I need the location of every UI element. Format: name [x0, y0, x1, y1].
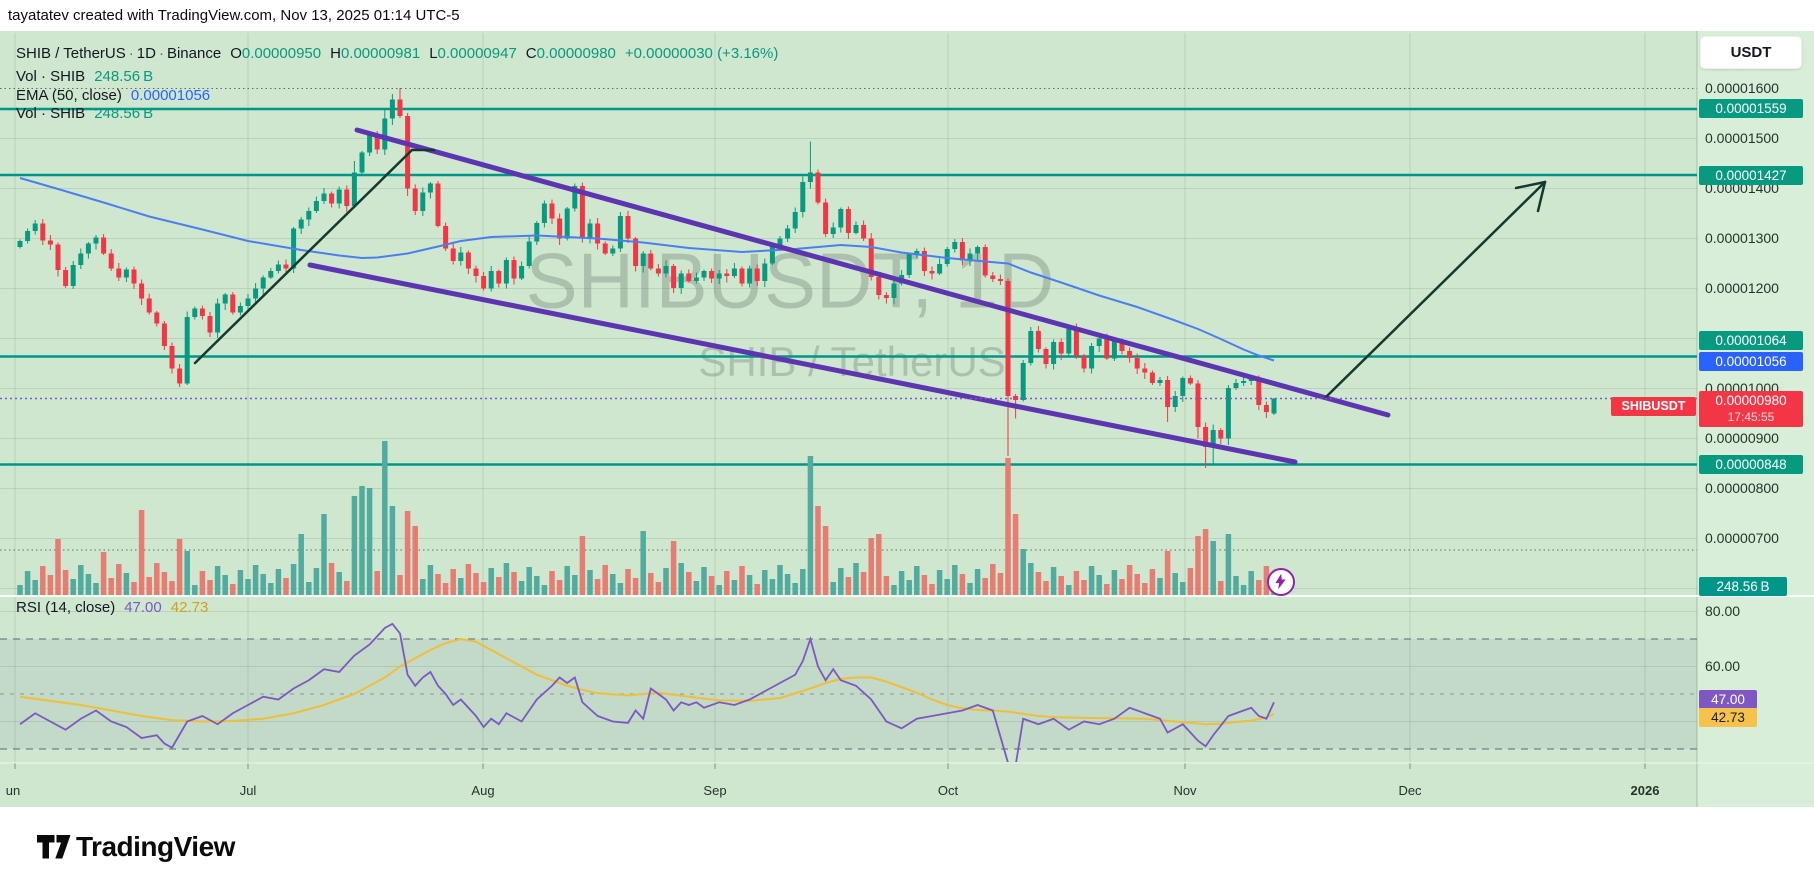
footer: TradingView [0, 807, 1814, 883]
price-scale-badge: 0.00001427 [1699, 165, 1803, 185]
legend-ema-row[interactable]: EMA (50, close) 0.00001056 [16, 87, 210, 104]
tradingview-logo-icon[interactable] [36, 829, 72, 863]
chart-area[interactable]: SHIBUSDT, 1D SHIB / TetherUS SHIB / Teth… [0, 31, 1814, 807]
time-axis-label: Dec [1398, 783, 1422, 798]
rsi-band [0, 638, 1697, 750]
price-scale-badge: 0.00000848 [1699, 455, 1803, 474]
legend-rsi-row[interactable]: RSI (14, close) 47.00 42.73 [16, 599, 208, 616]
time-axis-label: Sep [703, 783, 727, 798]
volume2-indicator-label: Vol · SHIB [16, 105, 86, 122]
price-scale-label: 0.00001500 [1705, 129, 1779, 146]
time-axis-label: Aug [471, 783, 495, 798]
ema-indicator-label: EMA (50, close) [16, 87, 122, 104]
channel-upper-line [354, 127, 1391, 418]
last-price-badge: 0.00000980 17:45:55 [1699, 391, 1803, 427]
price-scale-badge: 0.00001064 [1699, 330, 1803, 350]
price-scale-badge: 42.73 [1699, 707, 1757, 727]
time-axis-label: Oct [937, 783, 959, 798]
candle-bodies [17, 99, 1277, 447]
price-scale-badge: 0.00001559 [1699, 99, 1803, 118]
price-scale-badge: 0.00001056 [1699, 351, 1803, 371]
legend-low-label: L [429, 45, 438, 62]
legend-open-value: 0.00000950 [241, 45, 322, 62]
price-scale-label: 0.00000800 [1705, 479, 1779, 496]
legend-close-label: C [525, 45, 537, 62]
legend-separator2: · [158, 45, 164, 62]
last-price-value: 0.00000980 [1715, 393, 1787, 408]
price-scale-badge: 248.56 B [1699, 576, 1787, 596]
price-scale-label: 0.00000700 [1705, 529, 1779, 546]
ema-line [19, 177, 1275, 362]
ema-indicator-value: 0.00001056 [130, 87, 211, 104]
trend-arrows [193, 148, 1547, 399]
price-scale-label: 0.00000900 [1705, 429, 1779, 446]
time-axis-label: Nov [1173, 783, 1197, 798]
candle-wicks [19, 88, 1275, 468]
legend-exchange: Binance [166, 45, 222, 62]
price-scale-label: 60.00 [1705, 657, 1741, 674]
watermark-pair: SHIB / TetherUS [698, 338, 1006, 385]
price-chart-canvas [0, 31, 1814, 807]
boost-button[interactable] [1267, 568, 1295, 596]
legend-change: +0.00000030 (+3.16%) [624, 45, 779, 62]
legend-symbol: SHIB / TetherUS [16, 45, 126, 62]
volume2-indicator-value: 248.56 B [94, 105, 154, 122]
rsi-line [19, 622, 1275, 762]
rsi-line-value: 47.00 [124, 599, 162, 616]
volume-bars [17, 441, 1277, 596]
tradingview-logo-text[interactable]: TradingView [76, 831, 235, 862]
legend-high-label: H [330, 45, 341, 62]
attribution-text: tayatatev created with TradingView.com, … [8, 7, 460, 24]
volume-indicator-label: Vol · SHIB [16, 68, 86, 85]
rsi-plot [19, 622, 1275, 762]
time-axis-label: Jul [239, 783, 257, 798]
price-scale-label: 0.00001300 [1705, 229, 1779, 246]
channel-lower-line [307, 262, 1298, 465]
legend-open-label: O [230, 45, 242, 62]
price-scale-label: 0.00001200 [1705, 279, 1779, 296]
legend-symbol-row[interactable]: SHIB / TetherUS · 1D · Binance O0.00000950 H0.… [16, 45, 778, 62]
price-scale-label: 0.00001600 [1705, 79, 1779, 96]
legend-high-value: 0.00000981 [340, 45, 421, 62]
price-scale-badge: 47.00 [1699, 689, 1757, 709]
currency-toggle-button[interactable]: USDT [1700, 36, 1802, 69]
last-price-symbol-tag: SHIBUSDT [1611, 397, 1696, 416]
time-axis-label: un [5, 783, 21, 798]
volume-indicator-value: 248.56 B [94, 68, 154, 85]
legend-close-value: 0.00000980 [536, 45, 616, 62]
attribution-bar: tayatatev created with TradingView.com, … [0, 0, 1814, 31]
bar-countdown: 17:45:55 [1727, 410, 1775, 424]
legend-low-value: 0.00000947 [437, 45, 517, 62]
legend-separator: · [128, 45, 134, 62]
rsi-ma-value: 42.73 [170, 599, 209, 616]
legend-timeframe[interactable]: 1D [136, 45, 156, 62]
rsi-ma-line [19, 637, 1275, 726]
legend-volume-row-2[interactable]: Vol · SHIB 248.56 B [16, 105, 153, 122]
price-scale-label: 80.00 [1705, 602, 1741, 619]
legend-volume-row-1[interactable]: Vol · SHIB 248.56 B [16, 68, 153, 85]
time-axis-label: 2026 [1630, 783, 1660, 798]
lightning-icon [1275, 573, 1286, 590]
rsi-indicator-label: RSI (14, close) [16, 599, 116, 616]
